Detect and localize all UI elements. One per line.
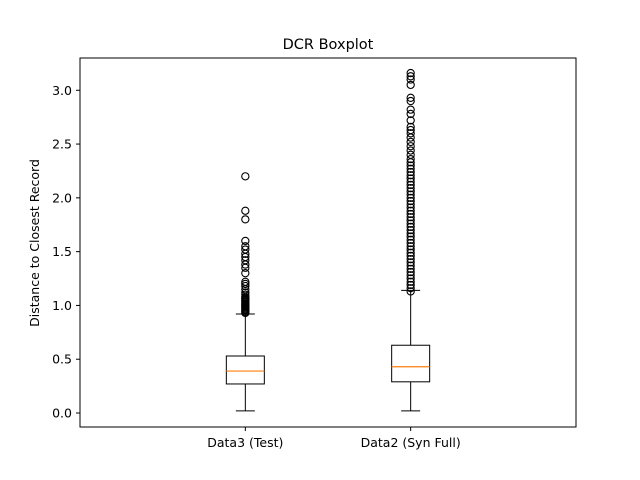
outlier-point	[406, 105, 415, 114]
outlier-point	[406, 200, 415, 209]
outlier-point	[406, 164, 415, 173]
outlier-point	[406, 109, 415, 119]
box-group	[225, 172, 265, 412]
outlier-point	[406, 96, 415, 106]
outlier-point	[406, 187, 415, 196]
axes-frame	[79, 57, 577, 428]
outlier-point	[406, 242, 415, 251]
outlier-point	[406, 146, 415, 155]
outlier-point	[241, 245, 250, 254]
outlier-point	[241, 206, 250, 215]
outlier-point	[406, 80, 415, 90]
outlier-point	[406, 238, 415, 248]
outlier-point	[241, 277, 250, 286]
outlier-point	[406, 72, 415, 81]
outlier-point	[406, 161, 415, 170]
outlier-point	[241, 236, 250, 246]
outlier-point	[241, 290, 250, 299]
outlier-point	[406, 137, 415, 147]
y-tick-label: 2.5	[52, 137, 72, 152]
outlier-point	[406, 93, 415, 102]
plot-area	[225, 68, 431, 412]
outlier-point	[406, 150, 415, 159]
outlier-point	[406, 219, 415, 228]
outlier-point	[406, 274, 415, 283]
x-tick-label: Data2 (Syn Full)	[361, 435, 461, 450]
outlier-point	[406, 232, 415, 241]
outlier-point	[406, 68, 415, 78]
outlier-point	[241, 242, 250, 251]
outlier-point	[406, 122, 415, 132]
y-tick-label: 3.0	[52, 83, 72, 98]
outlier-point	[406, 229, 415, 238]
y-tick-label: 1.0	[52, 298, 72, 313]
outlier-point	[406, 184, 415, 193]
outlier-point	[406, 284, 415, 293]
outlier-point	[406, 225, 415, 235]
outlier-point	[406, 142, 415, 151]
outlier-point	[406, 167, 415, 177]
outlier-point	[406, 171, 415, 180]
outlier-point	[406, 174, 415, 183]
outlier-point	[406, 196, 415, 206]
outlier-point	[406, 261, 415, 270]
outlier-point	[406, 203, 415, 212]
x-tick-label: Data3 (Test)	[207, 435, 283, 450]
outlier-point	[406, 75, 415, 84]
outlier-point	[406, 255, 415, 264]
outlier-point	[241, 172, 250, 181]
outlier-point	[406, 277, 415, 286]
outlier-point	[406, 209, 415, 219]
outlier-point	[406, 287, 415, 296]
outlier-point	[241, 269, 250, 278]
outlier-point	[241, 215, 250, 224]
outlier-point	[406, 177, 415, 186]
y-tick-label: 1.5	[52, 244, 72, 259]
outlier-point	[406, 116, 415, 125]
outlier-point	[406, 235, 415, 244]
outlier-point	[241, 281, 250, 291]
outlier-point	[406, 125, 415, 135]
outlier-point	[241, 279, 250, 289]
box-group	[391, 68, 431, 412]
y-tick-label: 2.0	[52, 190, 72, 205]
outlier-point	[406, 206, 415, 215]
chart-title: DCR Boxplot	[283, 37, 374, 53]
outlier-point	[406, 190, 415, 199]
outlier-point	[241, 256, 250, 265]
outlier-point	[406, 251, 415, 261]
outlier-point	[406, 129, 415, 138]
y-axis-label: Distance to Closest Record	[27, 159, 42, 327]
outlier-point	[406, 216, 415, 225]
outlier-point	[406, 222, 415, 232]
outlier-point	[406, 258, 415, 267]
iqr-box	[391, 344, 431, 383]
outlier-point	[406, 180, 415, 190]
iqr-box	[225, 355, 265, 385]
outlier-point	[406, 154, 415, 164]
outlier-point	[406, 213, 415, 222]
outlier-point	[406, 245, 415, 254]
outlier-point	[241, 288, 250, 297]
outlier-point	[406, 264, 415, 274]
outlier-point	[406, 271, 415, 280]
outlier-point	[406, 280, 415, 290]
y-tick-label: 0.5	[52, 352, 72, 367]
y-tick-label: 0.0	[52, 406, 72, 421]
outlier-point	[406, 267, 415, 277]
outlier-point	[406, 193, 415, 203]
outlier-point	[406, 248, 415, 257]
